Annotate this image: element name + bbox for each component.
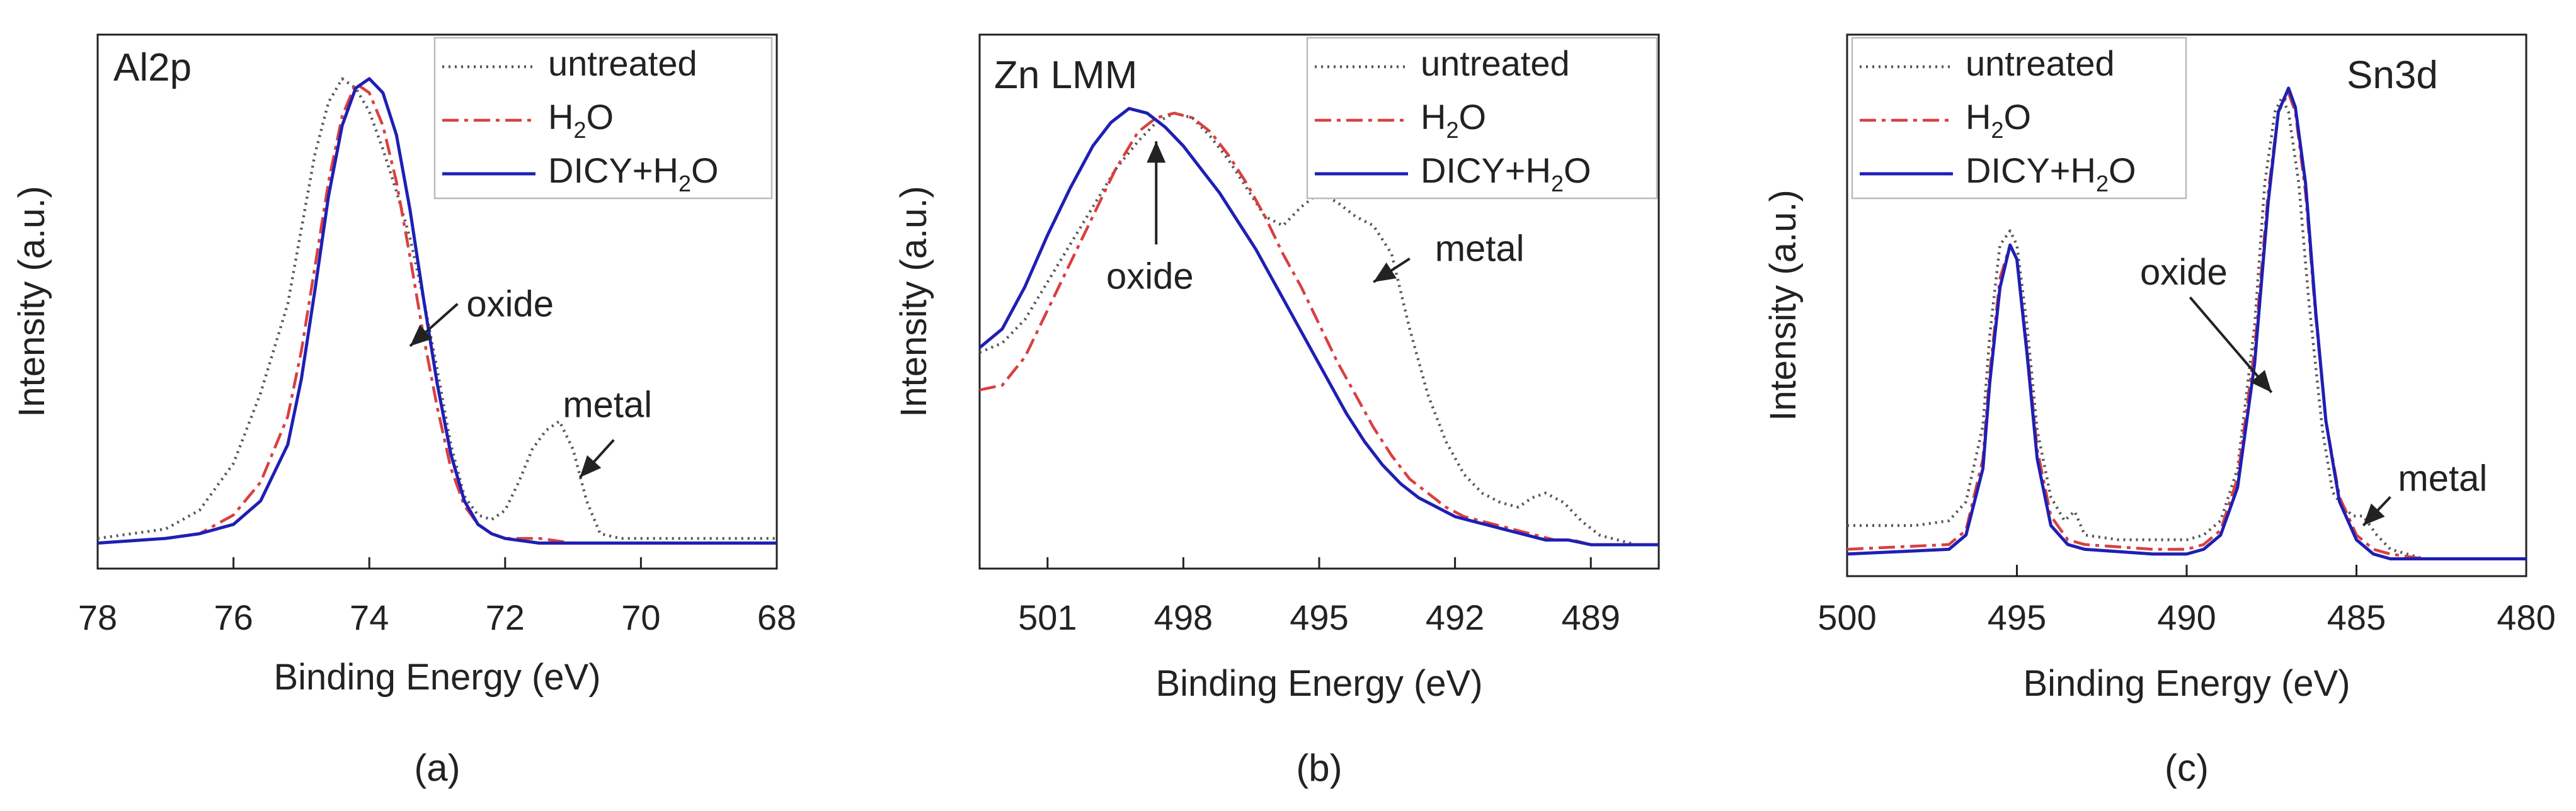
legend-box bbox=[1851, 37, 2187, 200]
x-tick-label: 495 bbox=[1988, 598, 2046, 637]
x-ticks: 78 76 74 72 70 68 bbox=[78, 557, 796, 637]
series-line-h2o bbox=[979, 111, 1659, 547]
annotation-label-oxide: oxide bbox=[2140, 252, 2228, 293]
series-line-dicy-h2o bbox=[978, 106, 1659, 547]
annotation-label-oxide: oxide bbox=[466, 284, 554, 325]
x-tick-label: 74 bbox=[350, 598, 389, 637]
x-axis-label: Binding Energy (eV) bbox=[273, 657, 600, 698]
legend-entry: H2O bbox=[548, 97, 614, 143]
legend-entry: H2O bbox=[1966, 97, 2031, 143]
panel-b: 501 498 495 492 489 oxide metal untreated H2O D… bbox=[893, 33, 1660, 789]
x-tick-label: 480 bbox=[2497, 598, 2555, 637]
legend: untreated H2O DICY+H2O bbox=[433, 37, 773, 200]
panel-c: 500 495 490 485 480 oxide metal untreated H2O D… bbox=[1763, 33, 2556, 789]
y-axis-label: Intensity (a.u.) bbox=[1763, 190, 1804, 421]
y-axis-label: Intensity (a.u.) bbox=[893, 186, 934, 417]
x-ticks: 500 495 490 485 480 bbox=[1818, 565, 2556, 637]
annotation-arrow-head bbox=[2250, 370, 2272, 393]
annotations: oxide metal bbox=[1106, 141, 1525, 297]
x-tick-label: 489 bbox=[1561, 598, 1620, 637]
curves bbox=[978, 106, 1659, 547]
legend-entry: H2O bbox=[1421, 97, 1486, 143]
x-axis-label: Binding Energy (eV) bbox=[1155, 663, 1482, 704]
annotation-arrow-head bbox=[580, 455, 602, 478]
x-tick-label: 78 bbox=[78, 598, 117, 637]
legend-entry: DICY+H2O bbox=[1966, 150, 2136, 196]
series-line-untreated bbox=[97, 77, 777, 540]
legend-entry: DICY+H2O bbox=[1421, 150, 1591, 196]
annotation-arrow-head bbox=[1373, 262, 1397, 282]
panel-a: 78 76 74 72 70 68 oxide metal untreated H2O DICY… bbox=[11, 33, 796, 789]
element-label: Sn3d bbox=[2347, 54, 2438, 97]
series-line-h2o bbox=[1846, 91, 2526, 560]
x-ticks: 501 498 495 492 489 bbox=[1018, 557, 1620, 637]
annotation-arrow-head bbox=[409, 324, 433, 346]
curves bbox=[1846, 86, 2526, 560]
annotations: oxide metal bbox=[2140, 252, 2487, 526]
legend-box bbox=[433, 37, 773, 200]
x-tick-label: 76 bbox=[214, 598, 253, 637]
legend: untreated H2O DICY+H2O bbox=[1851, 37, 2187, 200]
annotation-label-oxide: oxide bbox=[1106, 256, 1194, 297]
x-tick-label: 492 bbox=[1426, 598, 1484, 637]
x-tick-label: 68 bbox=[757, 598, 796, 637]
x-tick-label: 70 bbox=[621, 598, 660, 637]
annotation-label-metal: metal bbox=[2398, 458, 2487, 499]
legend-entry: untreated bbox=[1966, 43, 2115, 83]
x-tick-label: 485 bbox=[2327, 598, 2386, 637]
x-axis-label: Binding Energy (eV) bbox=[2023, 663, 2350, 704]
curves bbox=[97, 77, 777, 545]
annotation-arrow-head bbox=[2363, 503, 2385, 526]
legend-entry: DICY+H2O bbox=[548, 150, 719, 196]
legend-entry: untreated bbox=[1421, 43, 1570, 83]
x-tick-label: 501 bbox=[1018, 598, 1077, 637]
panel-label: (c) bbox=[2165, 747, 2209, 789]
series-line-dicy-h2o bbox=[97, 77, 777, 545]
x-tick-label: 498 bbox=[1154, 598, 1213, 637]
x-tick-label: 72 bbox=[486, 598, 525, 637]
annotations: oxide metal bbox=[409, 284, 652, 479]
y-axis-label: Intensity (a.u.) bbox=[11, 186, 52, 417]
legend-box bbox=[1306, 37, 1658, 200]
annotation-label-metal: metal bbox=[1435, 229, 1525, 269]
series-line-untreated bbox=[979, 111, 1659, 547]
panel-label: (a) bbox=[414, 747, 460, 789]
x-tick-label: 500 bbox=[1818, 598, 1876, 637]
panel-label: (b) bbox=[1296, 747, 1342, 789]
legend-entry: untreated bbox=[548, 43, 697, 83]
series-line-dicy-h2o bbox=[1846, 86, 2526, 560]
annotation-arrow-head bbox=[1147, 141, 1166, 163]
x-tick-label: 495 bbox=[1290, 598, 1348, 637]
series-line-h2o bbox=[97, 82, 777, 545]
plot-frame bbox=[96, 33, 778, 570]
legend: untreated H2O DICY+H2O bbox=[1306, 37, 1658, 200]
element-label: Zn LMM bbox=[994, 54, 1137, 97]
x-tick-label: 490 bbox=[2157, 598, 2216, 637]
element-label: Al2p bbox=[113, 46, 192, 89]
annotation-label-metal: metal bbox=[563, 385, 652, 426]
